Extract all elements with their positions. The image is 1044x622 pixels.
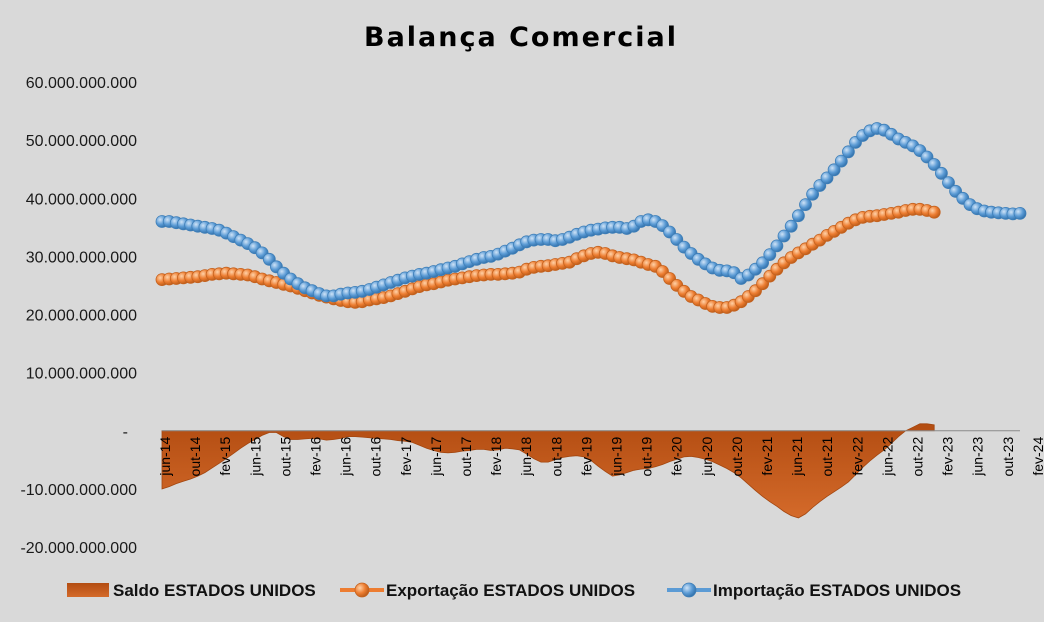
importacao-point (792, 209, 805, 223)
x-tick-label: jun-14 (157, 437, 173, 477)
x-tick-label: fev-19 (578, 437, 594, 476)
x-tick-label: fev-17 (398, 437, 414, 476)
y-tick-label: -10.000.000.000 (20, 482, 137, 499)
importacao-point (756, 256, 769, 270)
importacao-point (799, 198, 812, 212)
x-tick-label: out-17 (458, 437, 474, 477)
importacao-point (927, 158, 941, 171)
chart-title: Balança Comercial (364, 22, 678, 53)
x-tick-label: out-20 (729, 437, 745, 477)
importacao-point (770, 239, 784, 253)
y-tick-label: 40.000.000.000 (26, 191, 137, 208)
legend-importacao-marker (681, 582, 697, 598)
x-tick-label: jun-17 (428, 437, 444, 477)
y-tick-label: 60.000.000.000 (26, 75, 137, 92)
x-tick-label: jun-18 (518, 437, 534, 477)
x-tick-label: jun-16 (338, 437, 354, 477)
exportacao-point (927, 205, 941, 219)
importacao-point (820, 171, 834, 185)
legend: Saldo ESTADOS UNIDOS Exportação ESTADOS U… (67, 581, 961, 600)
importacao-point (834, 154, 848, 168)
x-tick-label: out-16 (368, 437, 384, 477)
saldo-area (161, 423, 935, 519)
x-tick-label: jun-20 (699, 437, 715, 477)
x-tick-label: jun-21 (789, 437, 805, 477)
x-tick-label: out-15 (277, 437, 293, 477)
x-tick-label: out-19 (639, 437, 655, 477)
importacao-point (842, 145, 855, 159)
legend-exportacao-label: Exportação ESTADOS UNIDOS (386, 581, 635, 600)
y-tick-label: 10.000.000.000 (26, 366, 137, 383)
x-tick-label: fev-18 (488, 437, 504, 476)
y-tick-label: 30.000.000.000 (26, 249, 137, 266)
x-tick-label: jun-15 (247, 437, 263, 477)
importacao-point (942, 176, 955, 190)
x-tick-label: jun-23 (970, 437, 986, 477)
y-tick-label: 20.000.000.000 (26, 308, 137, 325)
legend-importacao-label: Importação ESTADOS UNIDOS (713, 581, 961, 600)
x-tick-label: fev-23 (940, 437, 956, 476)
exportacao-line (161, 207, 935, 310)
saldo-area-layer (161, 423, 935, 519)
y-tick-label: 50.000.000.000 (26, 133, 137, 150)
importacao-point (935, 166, 948, 180)
legend-saldo-label: Saldo ESTADOS UNIDOS (113, 581, 316, 600)
x-tick-label: fev-24 (1030, 437, 1044, 476)
x-tick-label: out-23 (1000, 437, 1016, 477)
importacao-point (763, 248, 777, 262)
importacao-point (777, 229, 791, 243)
x-tick-label: jun-19 (609, 437, 625, 477)
x-tick-label: fev-20 (669, 437, 685, 476)
x-tick-label: fev-21 (759, 437, 775, 476)
importacao-point (784, 219, 798, 233)
x-tick-label: out-14 (187, 437, 203, 477)
legend-exportacao-marker (354, 582, 370, 598)
importacao-point (1013, 206, 1027, 220)
y-axis-ticks: 60.000.000.000 50.000.000.000 40.000.000.0… (20, 75, 137, 557)
x-tick-label: fev-15 (217, 437, 233, 476)
x-tick-label: out-22 (910, 437, 926, 477)
y-tick-label: - (123, 424, 128, 441)
legend-saldo-swatch (67, 583, 109, 597)
x-axis: jun-14 out-14 fev-15 jun-15 out-15 fev-16 jun-… (157, 430, 1044, 477)
lines-layer (155, 122, 1027, 314)
importacao-point (827, 163, 841, 177)
x-tick-label: jun-22 (879, 437, 895, 477)
y-tick-label: -20.000.000.000 (20, 540, 137, 557)
importacao-point (806, 187, 819, 201)
x-tick-label: out-18 (548, 437, 564, 477)
x-tick-label: fev-16 (308, 437, 324, 476)
x-tick-label: out-21 (819, 437, 835, 477)
x-tick-label: fev-22 (849, 437, 865, 476)
